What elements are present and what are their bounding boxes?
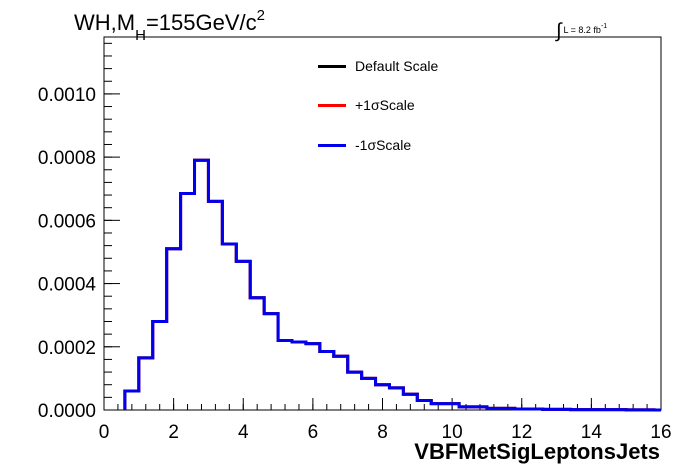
lumi-text: L = 8.2 fb (563, 25, 601, 35)
plot-frame (103, 36, 662, 411)
legend-swatch-plus1sigma (318, 104, 346, 107)
lumi-superscript: -1 (600, 23, 608, 30)
x-tick-label: 14 (581, 422, 603, 443)
title-prefix: WH,M (74, 10, 136, 35)
y-tick-label: 0.0010 (38, 85, 96, 106)
x-tick-label: 0 (99, 422, 110, 443)
plot-title: WH,MH=155GeV/c2 (74, 7, 265, 44)
y-tick-label: 0.0008 (38, 148, 96, 169)
integral-icon: ∫ (556, 20, 562, 42)
legend-label-minus1sigma: -1σScale (355, 137, 412, 153)
y-tick-label: 0.0006 (38, 211, 96, 232)
series-line-0 (123, 158, 661, 412)
x-tick-label: 10 (442, 422, 463, 443)
luminosity-label: ∫ L = 8.2 fb-1 (556, 16, 608, 42)
x-tick-label: 2 (168, 422, 179, 443)
x-tick-label: 12 (511, 422, 532, 443)
series-group (123, 158, 661, 412)
y-tick-label: 0.0000 (38, 401, 96, 422)
x-tick-label: 4 (238, 422, 249, 443)
series-line-2 (123, 158, 661, 412)
title-value: =155GeV/c (145, 10, 257, 35)
legend-swatch-default (318, 65, 346, 68)
y-tick-label: 0.0002 (38, 338, 96, 359)
x-tick-label: 16 (650, 422, 671, 443)
series-line-1 (123, 158, 661, 412)
legend-label-plus1sigma: +1σScale (355, 97, 415, 113)
title-subscript: H (135, 27, 146, 44)
legend-label-default: Default Scale (355, 58, 439, 74)
x-tick-label: 8 (377, 422, 388, 443)
y-tick-label: 0.0004 (38, 275, 97, 296)
x-axis: 0 2 4 6 8 10 12 14 16 (99, 398, 672, 443)
title-superscript: 2 (256, 7, 265, 24)
x-tick-label: 6 (308, 422, 319, 443)
y-axis: 0.0000 0.0002 0.0004 0.0006 0.0008 0.0010 (38, 42, 120, 422)
legend-swatch-minus1sigma (318, 144, 346, 147)
x-axis-label: VBFMetSigLeptonsJets (414, 439, 660, 464)
